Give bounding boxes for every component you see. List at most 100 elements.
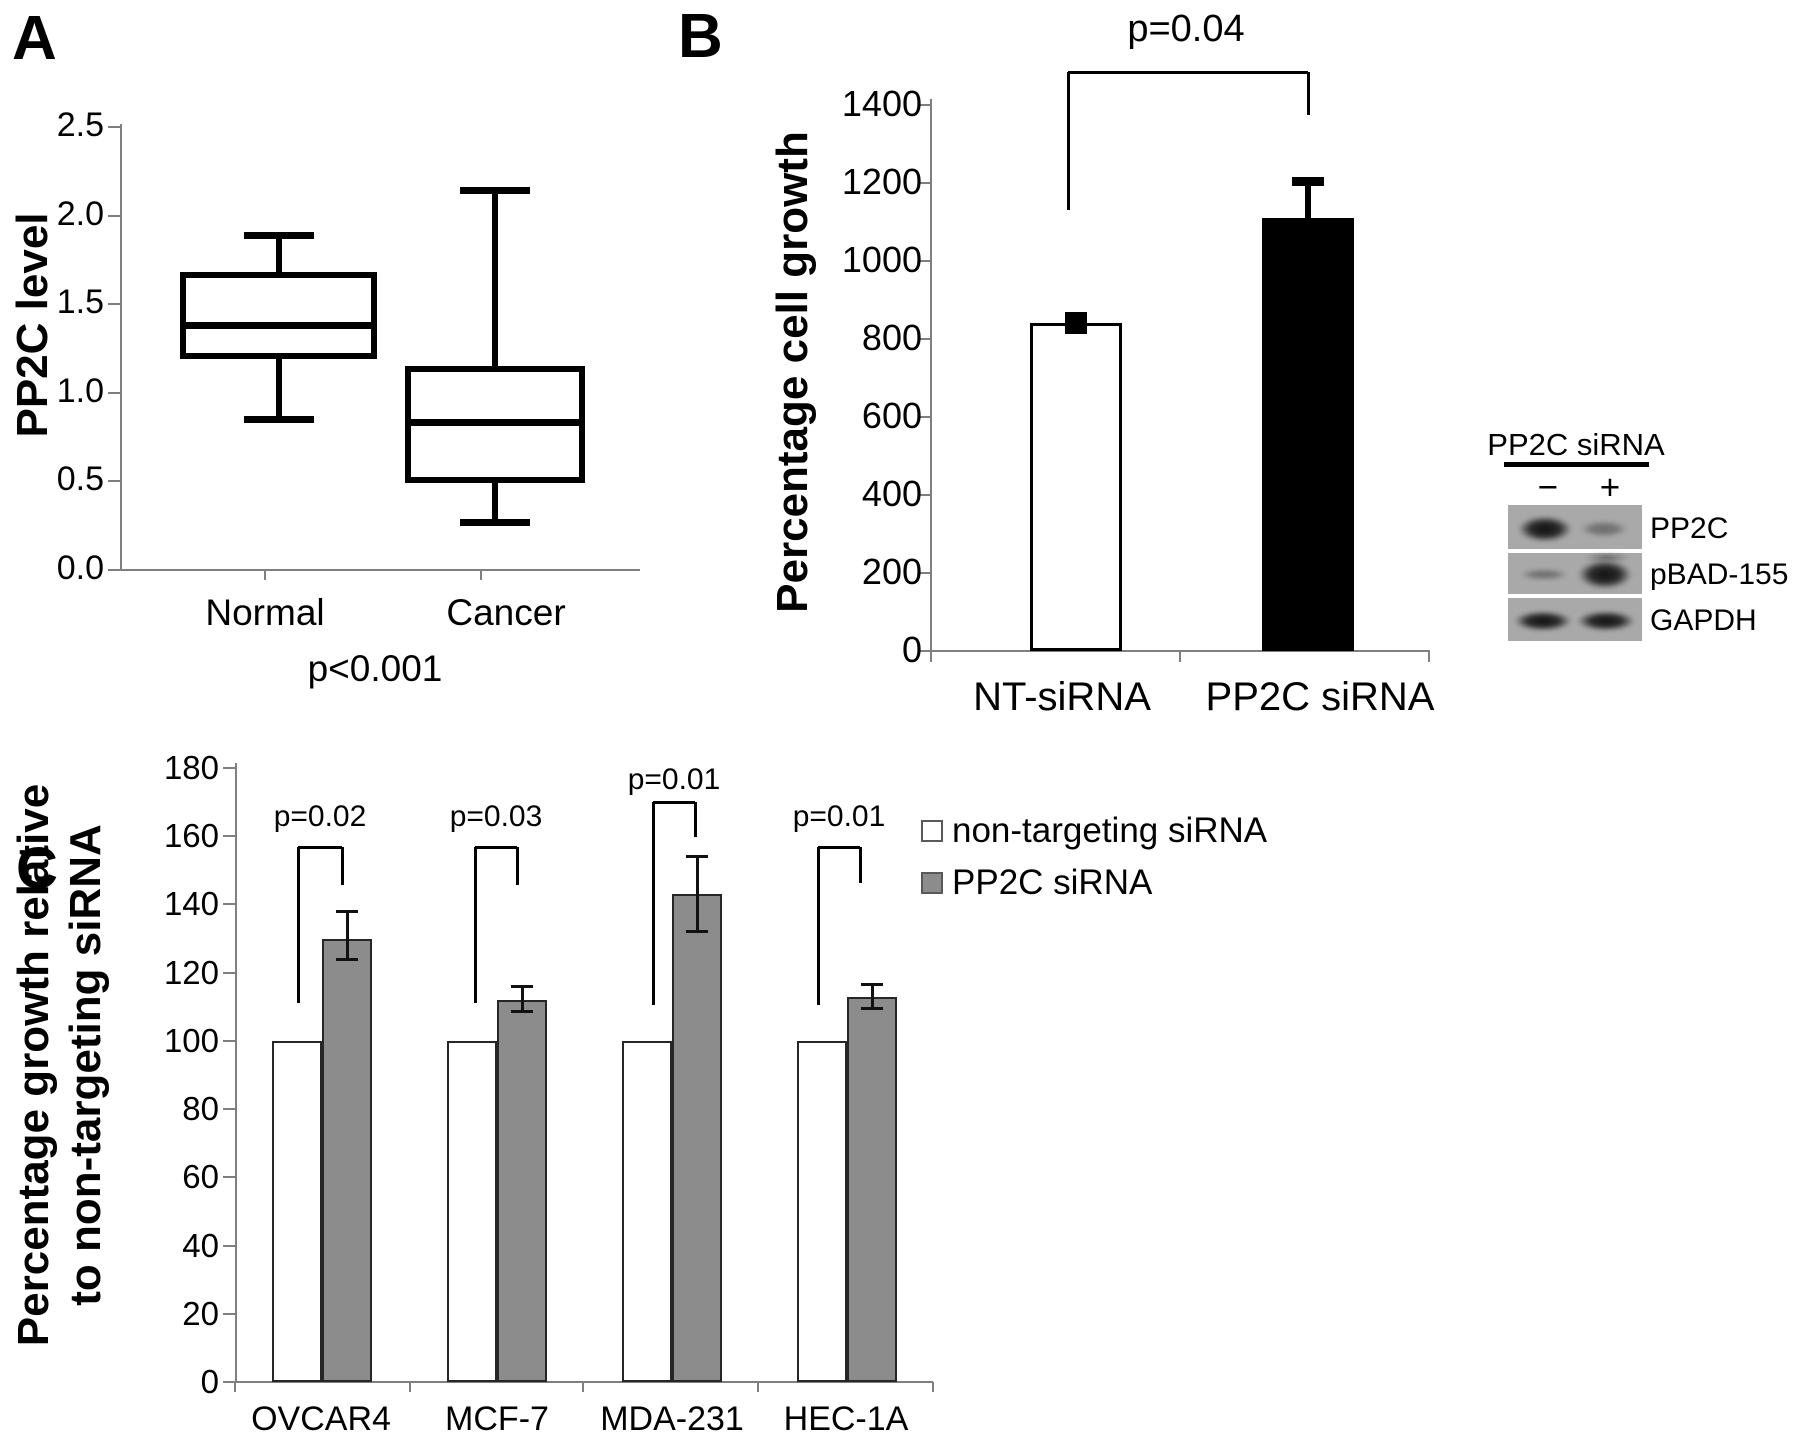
panel-c-y-tick	[223, 1040, 235, 1042]
bar-non-targeting-sirna	[272, 1041, 322, 1382]
panel-b-y-tick	[918, 494, 930, 496]
error-bar-cap-bottom	[336, 958, 358, 961]
significance-bracket-left	[1067, 72, 1070, 210]
error-bar-line	[871, 985, 874, 1009]
panel-b-y-axis	[930, 99, 932, 652]
blot-band-faint	[1520, 569, 1568, 580]
significance-bracket-left	[474, 847, 477, 1003]
significance-bracket-right	[341, 847, 344, 885]
boxplot-whisker-upper	[492, 191, 498, 366]
legend-swatch-pp2c-sirna	[921, 872, 943, 895]
legend-label-pp2c-sirna: PP2C siRNA	[952, 863, 1153, 902]
panel-c-category-label: HEC-1A	[783, 1400, 909, 1438]
panel-b-y-tick-label: 600	[861, 395, 922, 436]
panel-a-y-tick	[108, 480, 120, 482]
panel-a-x-axis	[120, 569, 640, 571]
panel-c-category-label: MDA-231	[600, 1400, 744, 1438]
blot-row-label-gapdh: GAPDH	[1650, 604, 1757, 637]
panel-c-y-tick	[223, 1176, 235, 1178]
error-marker-square	[1065, 312, 1087, 334]
blot-row-label-pbad155: pBAD-155	[1650, 558, 1789, 591]
error-bar-line	[696, 857, 699, 932]
boxplot-whisker-cap-upper	[460, 187, 530, 194]
significance-bracket-top	[818, 846, 860, 849]
panel-b-y-tick-label: 1400	[841, 83, 922, 124]
blot-row-label-pp2c: PP2C	[1650, 512, 1729, 545]
panel-c-category-label: OVCAR4	[251, 1400, 391, 1438]
legend-label-non-targeting-sirna: non-targeting siRNA	[952, 811, 1268, 850]
panel-b-bar	[1262, 218, 1354, 651]
panel-c-y-axis	[235, 763, 237, 1383]
boxplot-median-line	[410, 419, 580, 426]
boxplot-whisker-cap-lower	[244, 416, 314, 423]
significance-bracket-right	[859, 847, 862, 883]
error-bar-cap-top	[686, 855, 708, 858]
boxplot-whisker-upper	[276, 235, 282, 272]
legend-swatch-non-targeting-sirna	[921, 820, 943, 843]
blot-band-strong	[1514, 611, 1572, 631]
panel-c-category-label: MCF-7	[445, 1400, 549, 1438]
bar-pp2c-sirna	[847, 997, 897, 1382]
significance-bracket-right	[1307, 72, 1310, 115]
panel-a-tag: A	[12, 4, 57, 73]
panel-a-y-tick-label: 0.0	[56, 549, 104, 587]
blot-band-strong	[1577, 611, 1635, 631]
significance-label: p=0.01	[627, 763, 721, 796]
panel-b-y-tick-label: 400	[861, 473, 922, 514]
blot-lane-minus-label: −	[1537, 468, 1559, 507]
significance-bracket-top	[475, 846, 517, 849]
panel-b-x-tick	[930, 651, 932, 662]
panel-a-pvalue-annotation: p<0.001	[307, 648, 443, 689]
panel-c-x-tick	[582, 1382, 584, 1392]
error-bar-cap-top	[336, 910, 358, 913]
error-bar-cap-bottom	[686, 930, 708, 933]
error-bar-cap-bottom	[861, 1007, 883, 1010]
bar-pp2c-sirna	[322, 939, 372, 1382]
panel-a-y-tick-label: 1.5	[56, 283, 104, 321]
panel-b-x-tick	[1428, 651, 1430, 662]
panel-c-y-tick-label: 120	[163, 954, 219, 991]
panel-a-y-tick-label: 0.5	[56, 460, 104, 498]
panel-a-y-tick-label: 1.0	[56, 372, 104, 410]
panel-b-x-tick	[1179, 651, 1181, 662]
panel-c-y-tick	[223, 903, 235, 905]
panel-c-y-tick	[223, 767, 235, 769]
panel-c-y-tick-label: 60	[182, 1158, 219, 1195]
bar-non-targeting-sirna	[447, 1041, 497, 1382]
significance-label: p=0.02	[273, 800, 367, 833]
significance-bracket-right	[694, 802, 697, 837]
panel-c-y-tick-label: 160	[163, 817, 219, 854]
error-bar-cap-bottom	[511, 1010, 533, 1013]
blot-band-strong	[1518, 516, 1572, 542]
panel-c-x-tick	[409, 1382, 411, 1392]
error-bar-cap-top	[861, 983, 883, 986]
panel-b-y-tick	[918, 572, 930, 574]
panel-b-y-tick	[918, 338, 930, 340]
panel-a-x-tick	[264, 570, 266, 580]
panel-c-y-tick	[223, 972, 235, 974]
panel-a-y-tick	[108, 392, 120, 394]
panel-c-x-tick	[932, 1382, 934, 1392]
panel-b-y-tick	[918, 650, 930, 652]
panel-c-tag: C	[16, 836, 58, 901]
panel-b-y-tick-label: 200	[861, 551, 922, 592]
panel-a-y-tick	[108, 569, 120, 571]
panel-b-y-tick-label: 0	[901, 629, 922, 670]
panel-b-y-tick	[918, 260, 930, 262]
panel-c-y-tick-label: 40	[182, 1227, 219, 1264]
panel-b-y-tick	[918, 416, 930, 418]
error-bar-cap	[1292, 177, 1324, 186]
panel-a-category-label: Normal	[205, 592, 325, 633]
error-bar-line	[521, 986, 524, 1012]
panel-b-bar	[1030, 323, 1122, 651]
panel-c-y-tick	[223, 1108, 235, 1110]
panel-b-category-label: NT-siRNA	[973, 675, 1151, 719]
panel-a-y-tick-label: 2.0	[56, 195, 104, 233]
panel-a-category-label: Cancer	[446, 592, 566, 633]
panel-c-y-tick-label: 180	[163, 749, 219, 786]
legend-item-pp2c-sirna: PP2C siRNA	[921, 863, 1152, 903]
blot-lane-plus-label: +	[1599, 468, 1621, 507]
significance-bracket-top	[298, 846, 342, 849]
significance-bracket-top	[653, 801, 695, 804]
